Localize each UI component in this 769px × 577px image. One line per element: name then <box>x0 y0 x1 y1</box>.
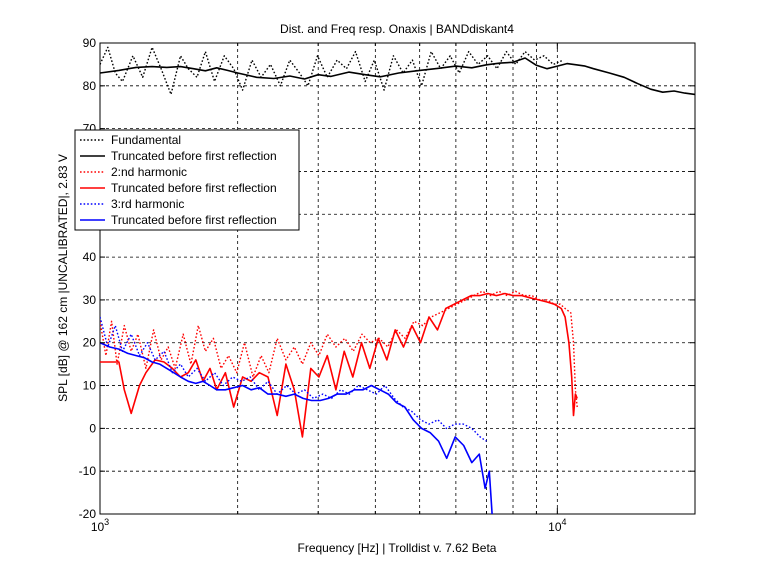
legend-label-4: Truncated before first reflection <box>111 181 277 195</box>
x-tick-label: 103 <box>91 517 109 534</box>
x-axis-label: Frequency [Hz] | Trolldist v. 7.62 Beta <box>298 541 497 555</box>
legend-label-1: Fundamental <box>111 133 181 147</box>
grid <box>100 43 695 514</box>
x-tick-label: 104 <box>548 517 566 534</box>
series-line-1 <box>100 46 564 96</box>
series-layer <box>100 46 695 514</box>
series-line-5 <box>100 316 487 442</box>
y-tick-label: 0 <box>89 421 96 435</box>
y-tick-label: -10 <box>79 464 97 478</box>
y-tick-label: 20 <box>83 336 97 350</box>
y-tick-label: 90 <box>83 36 97 50</box>
legend-label-2: Truncated before first reflection <box>111 149 277 163</box>
legend-label-5: 3:rd harmonic <box>111 197 184 211</box>
y-tick-label: 10 <box>83 379 97 393</box>
plot-area <box>99 42 696 515</box>
chart-title: Dist. and Freq resp. Onaxis | BANDdiskan… <box>280 22 514 36</box>
series-line-4 <box>100 292 578 438</box>
series-line-3 <box>100 290 578 408</box>
y-axis-label: SPL [dB] @ 162 cm |UNCALIBRATED|, 2.83 V <box>56 154 70 402</box>
legend-box <box>74 129 300 231</box>
y-tick-label: 30 <box>83 293 97 307</box>
legend-label-6: Truncated before first reflection <box>111 213 277 227</box>
y-tick-label: -20 <box>79 507 97 521</box>
y-tick-label: 40 <box>83 250 97 264</box>
series-line-6 <box>100 341 493 514</box>
y-tick-label: 80 <box>83 79 97 93</box>
series-line-2 <box>100 57 695 96</box>
legend: Fundamental Truncated before first reflec… <box>74 129 300 231</box>
legend-label-3: 2:nd harmonic <box>111 165 187 179</box>
